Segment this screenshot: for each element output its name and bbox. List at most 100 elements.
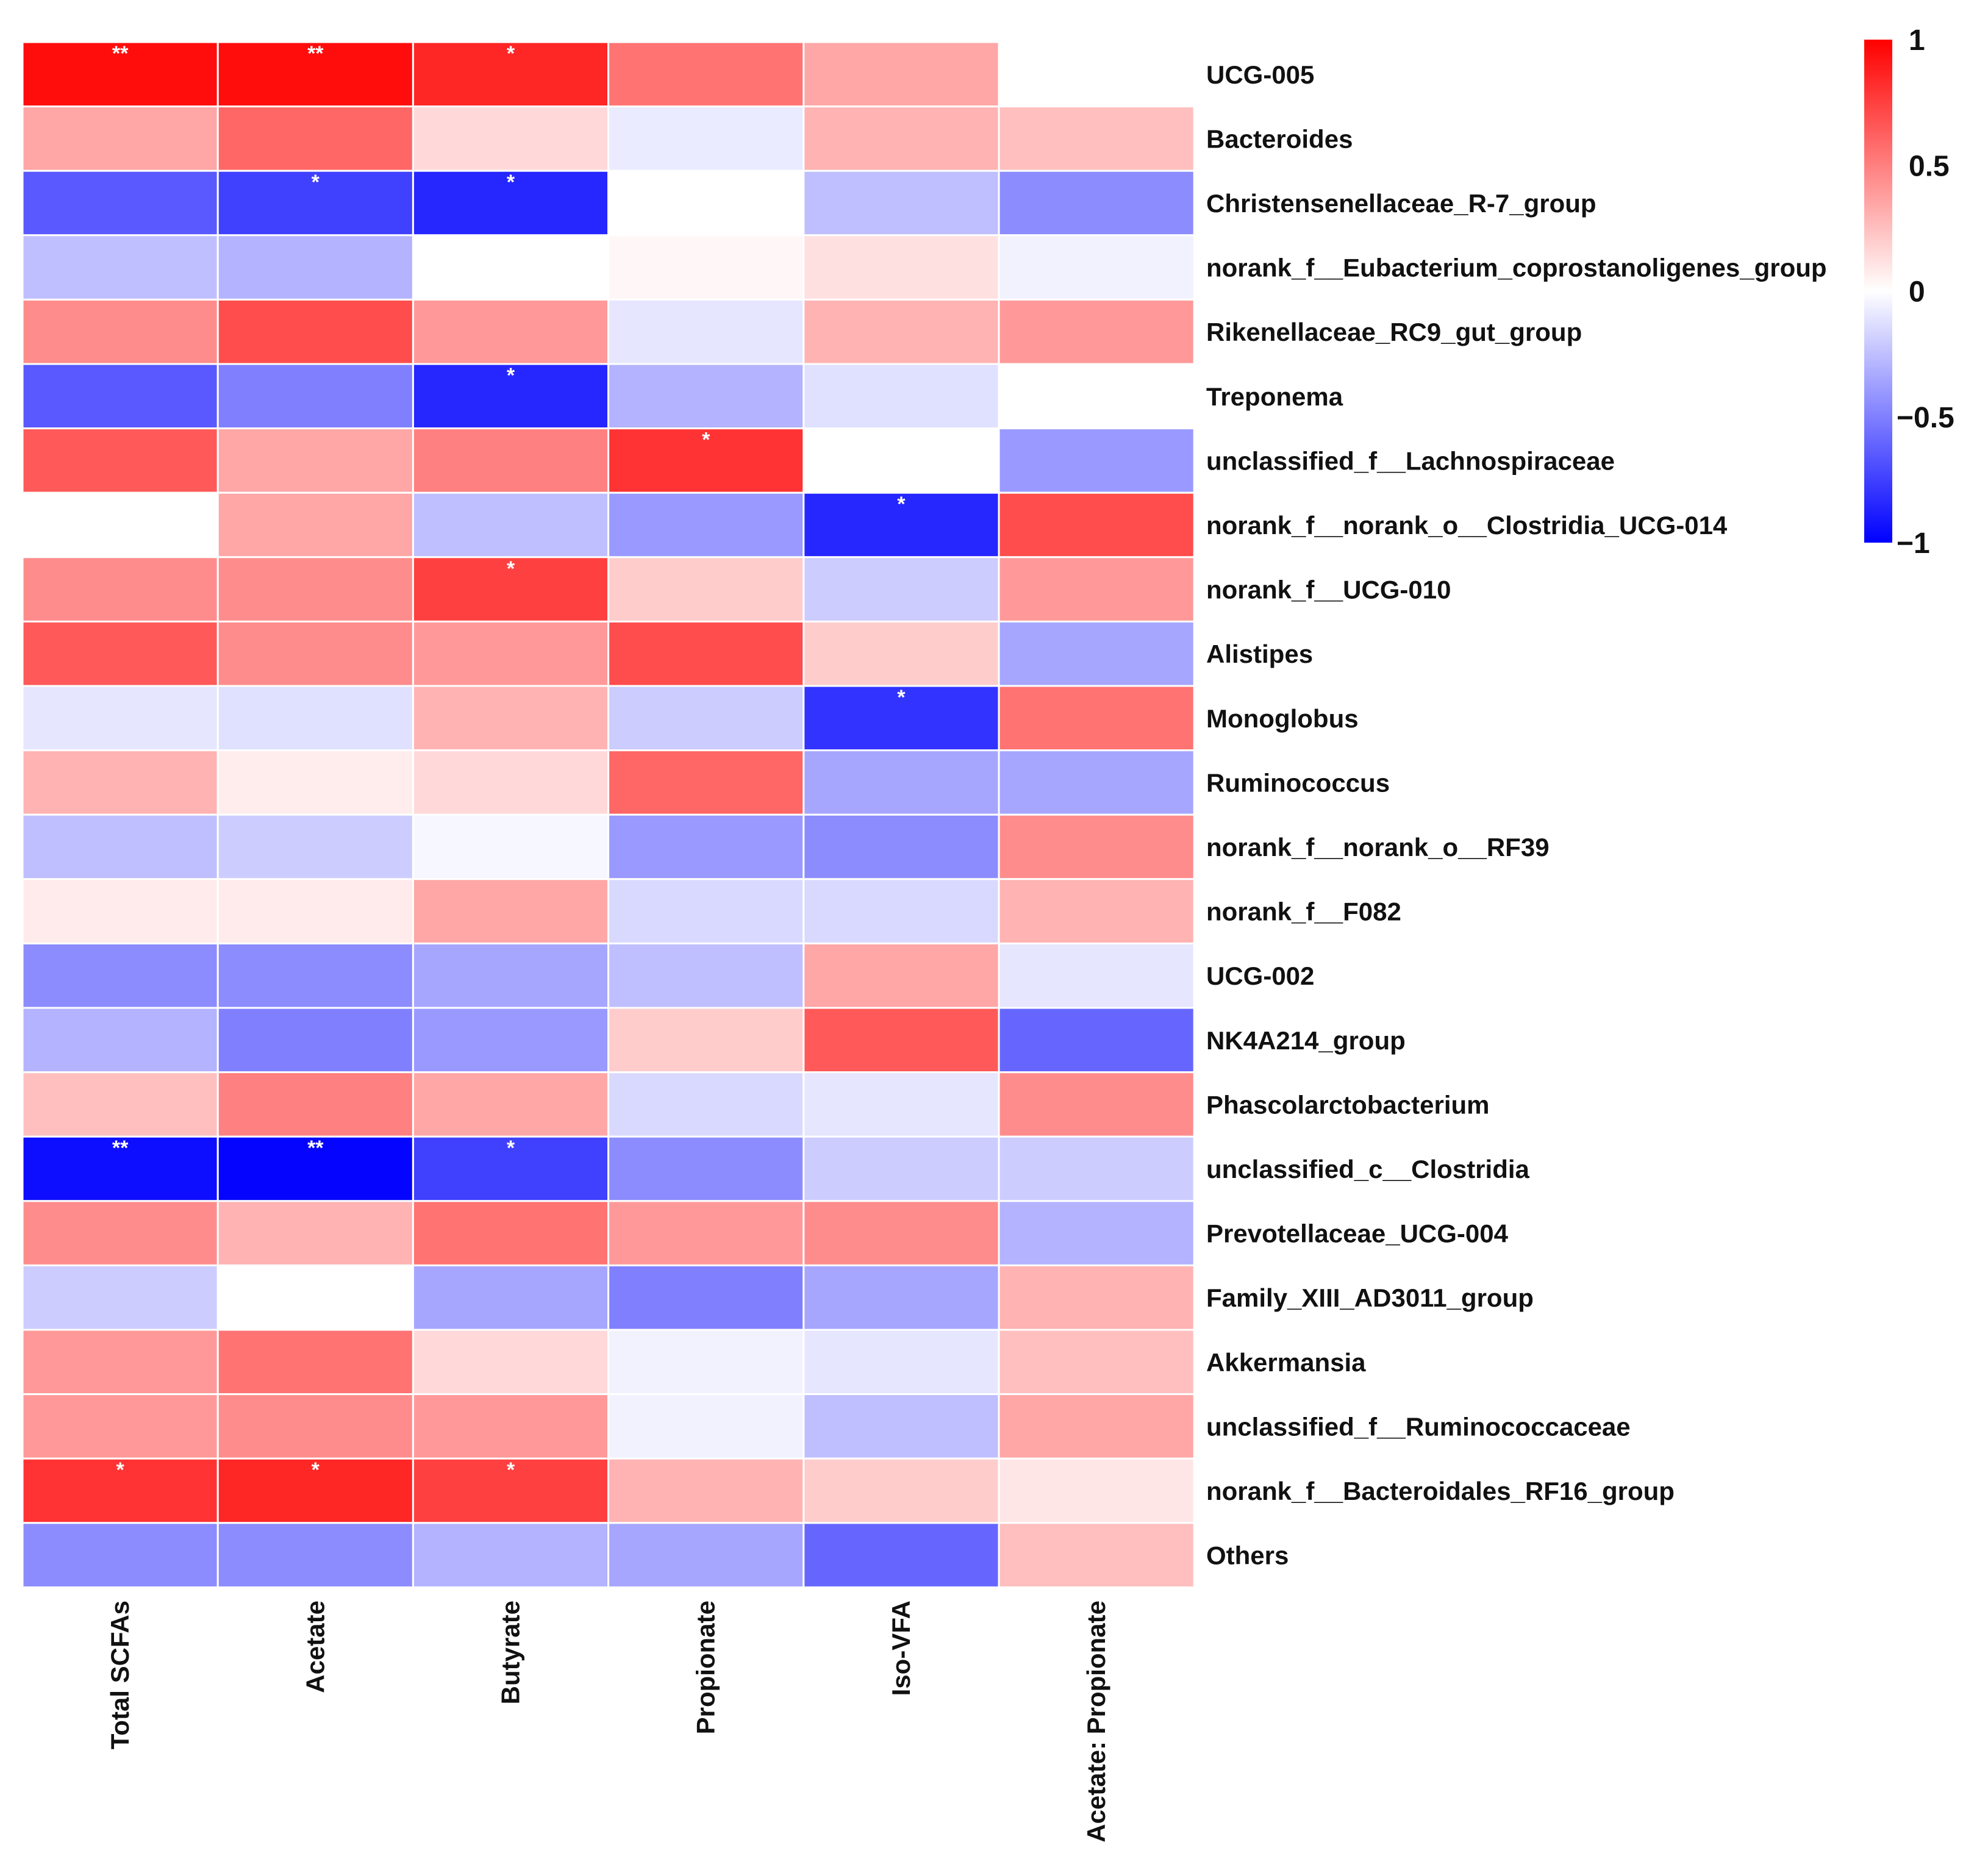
colorbar-tick-label: 1 bbox=[1909, 24, 1925, 57]
significance-mark: ** bbox=[307, 1137, 324, 1160]
significance-mark: * bbox=[897, 686, 906, 709]
heatmap-cell bbox=[803, 1200, 1000, 1266]
heatmap-cell bbox=[803, 878, 1000, 944]
heatmap-cell bbox=[216, 234, 414, 301]
significance-mark: * bbox=[507, 364, 515, 387]
heatmap-cell bbox=[412, 1264, 610, 1331]
heatmap-cell bbox=[412, 878, 610, 944]
heatmap-cell bbox=[21, 1393, 219, 1460]
heatmap-cell bbox=[998, 298, 1195, 365]
row-label: Family_XIII_AD3011_group bbox=[1206, 1283, 1534, 1312]
significance-mark: * bbox=[312, 1458, 320, 1482]
heatmap-cell bbox=[412, 234, 610, 301]
colorbar-tick-label: −0.5 bbox=[1897, 402, 1954, 434]
heatmap-cell bbox=[216, 620, 414, 687]
heatmap-cell bbox=[412, 427, 610, 494]
heatmap-cell bbox=[412, 1329, 610, 1396]
heatmap-cell bbox=[412, 298, 610, 365]
heatmap-cell bbox=[607, 556, 805, 623]
heatmap-cell bbox=[216, 878, 414, 944]
row-label: Ruminococcus bbox=[1206, 768, 1390, 797]
heatmap-cell bbox=[607, 749, 805, 816]
heatmap-cell bbox=[998, 1457, 1195, 1524]
heatmap-cell bbox=[216, 298, 414, 365]
heatmap-cell bbox=[412, 491, 610, 559]
heatmap-cell bbox=[412, 1071, 610, 1138]
row-label: Rikenellaceae_RC9_gut_group bbox=[1206, 318, 1582, 346]
heatmap-cell bbox=[803, 1071, 1000, 1138]
column-label: Acetate bbox=[301, 1601, 329, 1693]
column-label: Acetate: Propionate bbox=[1082, 1601, 1110, 1843]
row-label: norank_f__Eubacterium_coprostanoligenes_… bbox=[1206, 254, 1827, 282]
heatmap-cell bbox=[803, 491, 1000, 559]
row-label: norank_f__norank_o__RF39 bbox=[1206, 833, 1550, 862]
significance-mark: * bbox=[897, 493, 906, 516]
heatmap-cell bbox=[803, 749, 1000, 816]
heatmap-cell bbox=[803, 556, 1000, 623]
heatmap-cell bbox=[607, 1007, 805, 1074]
significance-mark: * bbox=[507, 557, 515, 580]
heatmap-cell bbox=[412, 813, 610, 880]
significance-mark: * bbox=[507, 1137, 515, 1160]
significance-mark: * bbox=[507, 42, 515, 65]
heatmap-cell bbox=[21, 1264, 219, 1331]
heatmap-cell bbox=[803, 1007, 1000, 1074]
colorbar-tick-label: 0 bbox=[1909, 276, 1925, 309]
heatmap-cell bbox=[607, 1200, 805, 1266]
row-label: Christensenellaceae_R-7_group bbox=[1206, 189, 1596, 218]
row-label: Treponema bbox=[1206, 382, 1343, 411]
heatmap-cell bbox=[412, 1200, 610, 1266]
heatmap-cell bbox=[607, 1264, 805, 1331]
heatmap-cell bbox=[21, 878, 219, 944]
heatmap-cell bbox=[998, 878, 1195, 944]
heatmap-cell bbox=[21, 170, 219, 237]
heatmap-cell bbox=[21, 1200, 219, 1266]
heatmap-cell bbox=[21, 1007, 219, 1074]
heatmap-cell bbox=[998, 170, 1195, 237]
heatmap-cell bbox=[803, 363, 1000, 430]
heatmap-cell bbox=[412, 685, 610, 752]
row-label: UCG-002 bbox=[1206, 962, 1314, 990]
heatmap-cell bbox=[998, 556, 1195, 623]
row-label: unclassified_c__Clostridia bbox=[1206, 1155, 1530, 1183]
heatmap-cell bbox=[21, 105, 219, 172]
heatmap-cell bbox=[607, 1071, 805, 1138]
heatmap-cell bbox=[998, 1329, 1195, 1396]
heatmap-cell bbox=[607, 234, 805, 301]
heatmap-cell bbox=[803, 41, 1000, 108]
heatmap-cell bbox=[998, 685, 1195, 752]
heatmap-cell bbox=[216, 1200, 414, 1266]
column-label: Propionate bbox=[692, 1601, 720, 1734]
colorbar-tick-label: −1 bbox=[1897, 527, 1930, 560]
column-label: Total SCFAs bbox=[105, 1601, 134, 1749]
heatmap-cell bbox=[998, 942, 1195, 1009]
heatmap-cell bbox=[216, 749, 414, 816]
heatmap-cell bbox=[21, 298, 219, 365]
heatmap-cell bbox=[216, 1071, 414, 1138]
heatmap-cell bbox=[216, 105, 414, 172]
significance-mark: * bbox=[116, 1458, 124, 1482]
heatmap-cell bbox=[21, 1522, 219, 1588]
heatmap-cell bbox=[998, 1007, 1195, 1074]
row-label: unclassified_f__Ruminococcaceae bbox=[1206, 1412, 1631, 1441]
heatmap-cell bbox=[803, 170, 1000, 237]
heatmap-cell bbox=[607, 491, 805, 559]
heatmap-cell bbox=[216, 1135, 414, 1202]
heatmap-cell bbox=[216, 363, 414, 430]
heatmap-cell bbox=[21, 41, 219, 108]
heatmap-cell bbox=[216, 41, 414, 108]
heatmap-cell bbox=[607, 813, 805, 880]
row-label: Bacteroides bbox=[1206, 124, 1353, 153]
heatmap-cell bbox=[998, 813, 1195, 880]
significance-mark: ** bbox=[307, 42, 324, 65]
heatmap-cell bbox=[998, 41, 1195, 108]
heatmap-cell bbox=[21, 1329, 219, 1396]
heatmap-cell bbox=[607, 105, 805, 172]
row-label: Monoglobus bbox=[1206, 704, 1359, 733]
significance-mark: ** bbox=[112, 42, 129, 65]
heatmap-cell bbox=[803, 1135, 1000, 1202]
heatmap-cell bbox=[21, 942, 219, 1009]
heatmap-cell bbox=[412, 1457, 610, 1524]
heatmap-cell bbox=[412, 105, 610, 172]
